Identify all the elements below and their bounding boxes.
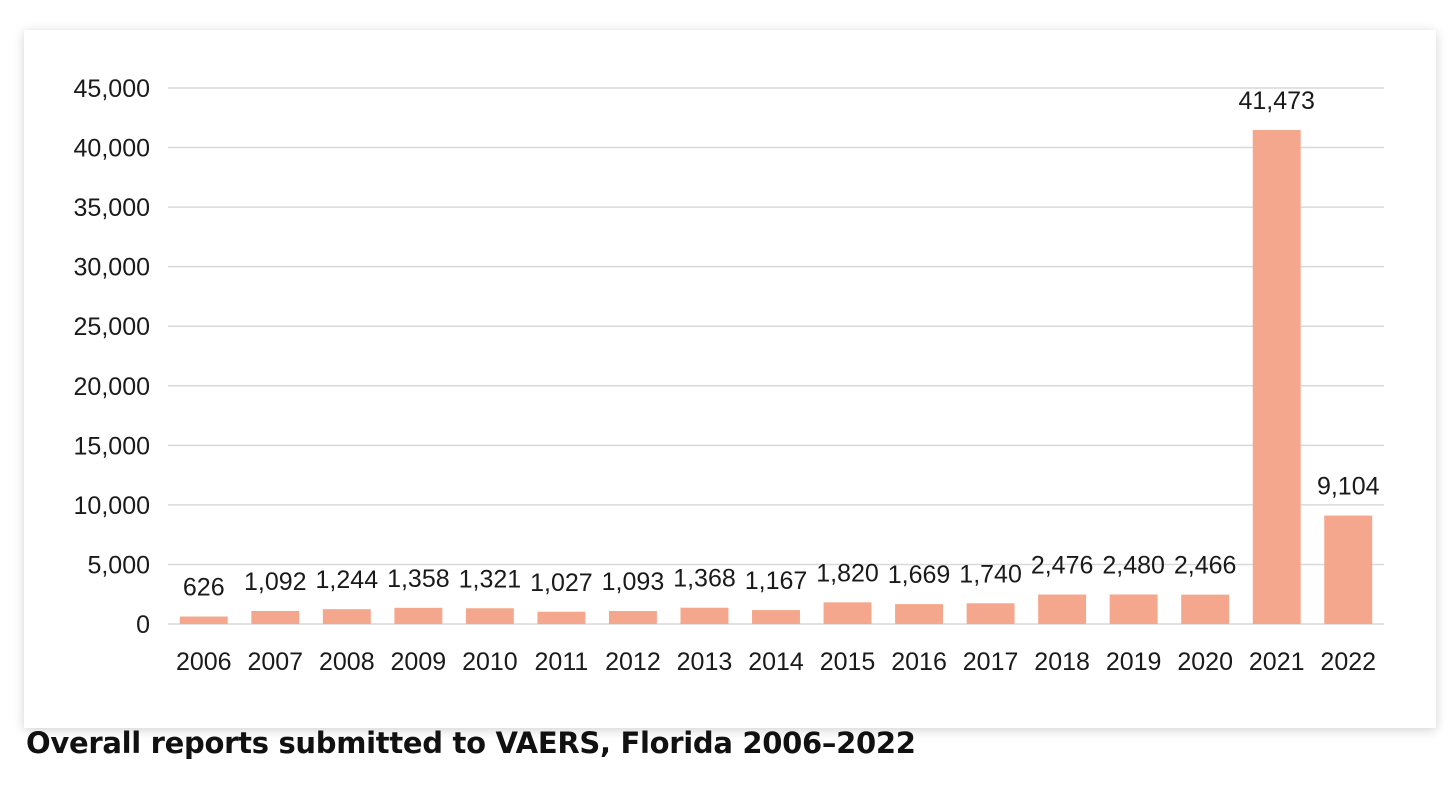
bar-2018 <box>1038 594 1087 624</box>
y-tick-label: 45,000 <box>74 75 150 103</box>
gridlines <box>168 87 1384 625</box>
x-tick-label-2020: 2020 <box>1177 648 1233 676</box>
x-tick-label-2012: 2012 <box>605 648 661 676</box>
y-tick-label: 10,000 <box>74 492 150 520</box>
bar-2013 <box>680 607 729 624</box>
data-label-2020: 2,466 <box>1174 552 1237 580</box>
x-tick-label-2022: 2022 <box>1320 648 1376 676</box>
chart-caption: Overall reports submitted to VAERS, Flor… <box>26 726 916 760</box>
data-label-2012: 1,093 <box>602 568 665 596</box>
bar-2014 <box>752 610 800 624</box>
data-labels: 626 1,092 1,244 1,358 1,321 1,027 1,093 1,368 1,… <box>183 87 1380 602</box>
data-label-2008: 1,244 <box>316 566 379 594</box>
x-tick-label-2011: 2011 <box>535 648 589 676</box>
y-tick-label: 30,000 <box>74 254 150 282</box>
bar-chart: 0 5,000 10,000 15,000 20,000 25,000 30,000 35,0… <box>74 75 1384 676</box>
y-tick-label: 0 <box>136 611 150 639</box>
x-tick-label-2009: 2009 <box>391 648 447 676</box>
data-label-2014: 1,167 <box>745 567 808 595</box>
bar-2022 <box>1324 515 1373 624</box>
x-tick-label-2006: 2006 <box>176 648 232 676</box>
x-tick-label-2010: 2010 <box>462 648 518 676</box>
y-tick-label: 35,000 <box>74 194 150 222</box>
x-tick-label-2014: 2014 <box>748 648 804 676</box>
x-tick-label-2015: 2015 <box>820 648 876 676</box>
y-tick-label: 20,000 <box>74 373 150 401</box>
bars <box>179 130 1373 624</box>
bar-2008 <box>322 609 371 624</box>
bar-2015 <box>823 602 872 624</box>
data-label-2017: 1,740 <box>959 560 1022 588</box>
data-label-2006: 626 <box>183 574 225 602</box>
data-label-2013: 1,368 <box>673 565 736 593</box>
y-axis-tick-labels: 0 5,000 10,000 15,000 20,000 25,000 30,000 35,0… <box>74 75 150 639</box>
x-tick-label-2007: 2007 <box>247 648 303 676</box>
data-label-2009: 1,358 <box>387 565 450 593</box>
y-tick-label: 25,000 <box>74 313 150 341</box>
bar-2017 <box>966 603 1015 624</box>
data-label-2022: 9,104 <box>1317 473 1380 501</box>
bar-2007 <box>251 610 300 624</box>
y-tick-label: 40,000 <box>74 135 150 163</box>
bar-2006 <box>179 616 228 624</box>
bar-2009 <box>394 607 443 624</box>
data-label-2016: 1,669 <box>888 561 951 589</box>
bar-2016 <box>895 604 944 624</box>
bar-2012 <box>608 610 657 624</box>
bar-2010 <box>465 608 514 624</box>
bar-2020 <box>1181 594 1230 624</box>
x-tick-label-2013: 2013 <box>677 648 733 676</box>
data-label-2019: 2,480 <box>1102 551 1165 579</box>
x-tick-label-2016: 2016 <box>891 648 947 676</box>
data-label-2011: 1,027 <box>530 569 593 597</box>
bar-2019 <box>1109 594 1158 624</box>
data-label-2007: 1,092 <box>244 568 307 596</box>
x-tick-label-2021: 2021 <box>1249 648 1305 676</box>
bar-2021 <box>1252 130 1301 624</box>
data-label-2015: 1,820 <box>816 559 879 587</box>
y-tick-label: 15,000 <box>74 432 150 460</box>
x-tick-label-2018: 2018 <box>1034 648 1090 676</box>
data-label-2010: 1,321 <box>459 565 522 593</box>
x-tick-label-2017: 2017 <box>963 648 1019 676</box>
x-tick-label-2008: 2008 <box>319 648 375 676</box>
data-label-2018: 2,476 <box>1031 552 1094 580</box>
x-axis-tick-labels: 2006 2007 2008 2009 2010 2011 2012 2013 2014 2015… <box>176 648 1376 676</box>
data-label-2021: 41,473 <box>1238 87 1314 115</box>
y-tick-label: 5,000 <box>87 551 150 579</box>
bar-2011 <box>537 611 586 624</box>
x-tick-label-2019: 2019 <box>1106 648 1162 676</box>
